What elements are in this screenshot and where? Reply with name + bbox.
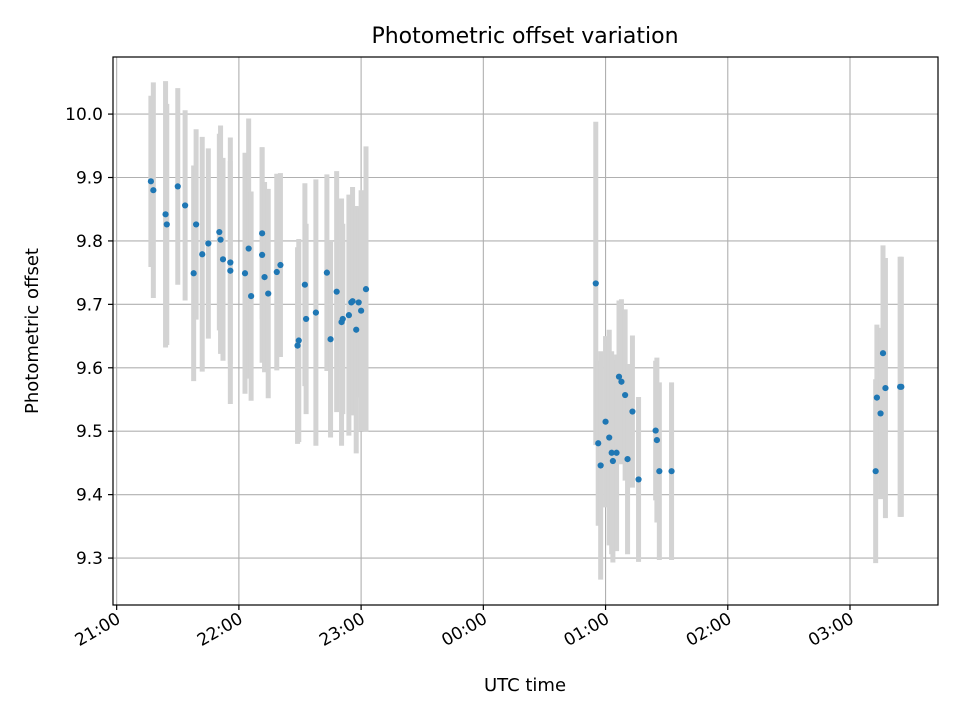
data-point [653, 436, 660, 444]
data-point [629, 408, 636, 415]
data-point [259, 251, 266, 258]
data-point [301, 281, 308, 288]
data-point [668, 468, 675, 475]
data-point [217, 236, 224, 243]
data-point [353, 326, 360, 333]
y-tick-label: 10.0 [65, 105, 103, 125]
data-point [597, 462, 604, 469]
data-point [345, 312, 352, 319]
y-tick-label: 9.7 [76, 295, 103, 315]
y-tick-label: 9.6 [76, 359, 103, 379]
x-axis-label: UTC time [484, 675, 566, 696]
data-point [219, 256, 227, 263]
points [147, 178, 905, 483]
data-point [362, 286, 370, 293]
data-point [609, 457, 616, 465]
data-point [193, 221, 200, 228]
data-point [312, 309, 319, 316]
data-point [358, 307, 365, 314]
data-point [303, 315, 310, 323]
data-point [261, 273, 268, 281]
data-point [618, 378, 625, 385]
y-tick-label: 9.3 [76, 549, 103, 569]
data-point [277, 261, 284, 269]
data-point [624, 456, 631, 463]
data-point [339, 315, 346, 323]
y-tick-label: 9.5 [76, 422, 103, 442]
data-point [592, 280, 599, 287]
data-point [613, 449, 620, 456]
data-point [333, 288, 340, 295]
data-point [241, 270, 249, 277]
data-point [190, 270, 197, 277]
data-point [295, 337, 302, 344]
data-point [147, 178, 154, 185]
data-point [150, 187, 157, 194]
chart-title: Photometric offset variation [371, 24, 678, 49]
data-point [877, 410, 884, 417]
y-axis-label: Photometric offset [22, 248, 43, 414]
data-point [879, 350, 887, 357]
plot-frame [112, 56, 939, 606]
data-point [327, 336, 334, 343]
data-point [163, 221, 170, 228]
y-axis: 9.3 9.4 9.5 9.6 9.7 9.8 9.9 10.0 [65, 105, 113, 569]
y-tick-label: 9.4 [76, 486, 103, 506]
data-point [227, 267, 234, 274]
data-point [606, 434, 613, 441]
y-tick-label: 9.9 [76, 169, 103, 189]
data-point [873, 394, 880, 401]
data-point [162, 211, 169, 218]
grid [113, 57, 938, 605]
data-point [323, 269, 330, 276]
data-point [882, 384, 889, 392]
data-point [615, 373, 623, 380]
data-point [205, 240, 212, 247]
data-point [199, 251, 206, 258]
data-point [608, 449, 615, 456]
data-point [595, 440, 602, 447]
data-point [174, 183, 181, 190]
data-point [652, 427, 659, 434]
data-point [872, 468, 879, 475]
data-point [622, 391, 629, 399]
data-point [248, 293, 255, 300]
y-tick-label: 9.8 [76, 232, 103, 252]
data-point [259, 230, 266, 237]
data-point [265, 290, 272, 297]
data-point [227, 259, 234, 266]
data-point [355, 299, 362, 306]
data-point [294, 342, 301, 349]
data-point [182, 202, 189, 209]
data-point [635, 476, 642, 483]
data-point [245, 245, 252, 252]
data-point [656, 468, 663, 475]
data-point [898, 383, 905, 390]
data-point [602, 418, 609, 425]
data-point [349, 298, 356, 305]
data-point [216, 228, 223, 236]
data-point [273, 268, 280, 276]
